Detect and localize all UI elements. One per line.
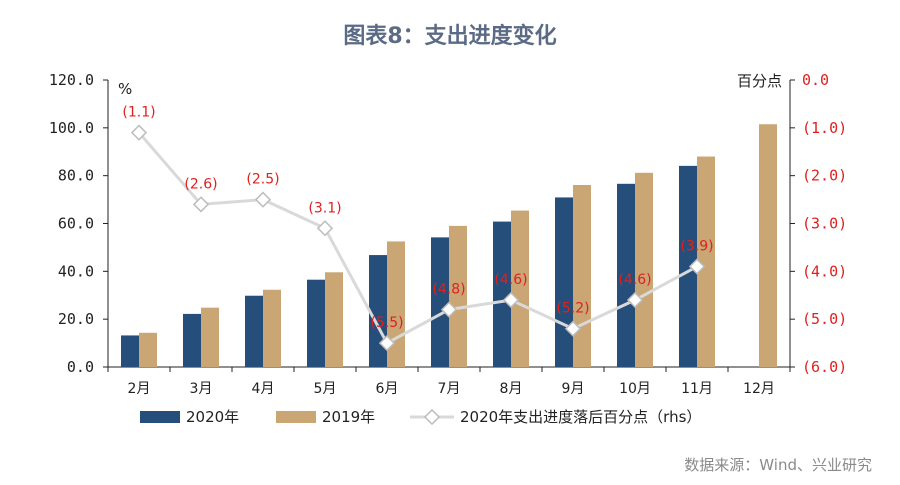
bar-2020年 [431,237,449,367]
bar-2019年 [511,210,529,367]
bar-2020年 [121,335,139,367]
left-tick-label: 40.0 [58,262,94,280]
x-tick-label: 10月 [619,381,651,397]
line-data-label: (3.9) [680,239,713,255]
line-data-label: (1.1) [122,105,155,121]
bar-2020年 [679,165,697,367]
left-tick-label: 60.0 [58,215,94,233]
legend-swatch [140,411,180,423]
bar-2019年 [263,289,281,367]
line-data-label: (2.6) [184,176,217,192]
bar-2019年 [759,124,777,367]
line-point [316,220,334,237]
line-data-label: (5.2) [556,301,589,317]
line-point [626,291,644,309]
line-point [378,334,396,352]
line-data-label: (4.6) [618,272,651,288]
x-tick-label: 2月 [128,381,151,397]
x-tick-label: 3月 [190,381,213,397]
chart-title: 图表8：支出进度变化 [343,24,557,49]
left-tick-label: 100.0 [49,119,94,137]
bar-2020年 [617,183,635,367]
bar-2020年 [245,295,263,367]
data-labels: (1.1) (2.6) (2.5) (3.1) (5.5) (4.8) (4.6) (5.2)… [122,105,713,331]
bar-2020年 [183,313,201,367]
x-tick-label: 9月 [562,381,585,397]
bar-2019年 [201,307,219,367]
bar-2020年 [493,221,511,367]
x-tick-label: 5月 [314,381,337,397]
bar-2019年 [697,156,715,367]
bar-2020年 [307,279,325,367]
line-point [440,301,458,318]
right-axis-unit: 百分点 [737,72,782,90]
legend-label: 2020年 [186,408,239,426]
right-tick-label: (5.0) [802,310,847,328]
x-tick-label: 4月 [252,381,275,397]
left-tick-label: 80.0 [58,167,94,185]
line-point [564,320,582,337]
bar-2019年 [325,272,343,367]
bar-2020年 [369,255,387,367]
right-tick-label: (3.0) [802,215,847,233]
right-tick-label: 0.0 [802,71,829,89]
bars [121,124,777,367]
legend: 2020年 2019年 2020年支出进度落后百分点（rhs） [140,408,701,426]
bar-2019年 [635,172,653,367]
line-data-label: (4.6) [494,272,527,288]
legend-swatch [276,411,316,423]
line-point [192,196,210,213]
left-tick-label: 120.0 [49,71,94,89]
right-tick-label: (6.0) [802,358,847,376]
left-tick-label: 20.0 [58,310,94,328]
bar-2019年 [449,225,467,367]
line-point [254,191,272,208]
line-point [688,258,706,275]
line-data-label: (4.8) [432,282,465,298]
legend-label: 2020年支出进度落后百分点（rhs） [460,408,701,426]
line-point [502,291,520,309]
x-tick-label: 6月 [376,381,399,397]
line-series [130,124,706,352]
source-note: 数据来源：Wind、兴业研究 [684,456,872,474]
right-tick-label: (4.0) [802,262,847,280]
legend-marker [423,408,441,426]
x-tick-label: 8月 [500,381,523,397]
line-data-label: (3.1) [308,200,341,216]
line-data-label: (5.5) [370,315,403,331]
bar-2019年 [573,184,591,367]
line-path [137,131,698,346]
bar-2020年 [555,197,573,367]
right-tick-label: (2.0) [802,167,847,185]
left-axis-unit: % [118,80,132,98]
bar-2019年 [139,332,157,367]
x-tick-label: 7月 [438,381,461,397]
legend-label: 2019年 [322,408,375,426]
x-tick-label: 11月 [681,381,713,397]
line-point [130,124,148,141]
right-tick-label: (1.0) [802,119,847,137]
line-data-label: (2.5) [246,172,279,188]
left-tick-label: 0.0 [67,358,94,376]
x-tick-label: 12月 [743,381,775,397]
axes: 0.0 20.0 40.0 60.0 80.0 100.0 120.0 0.0 (1.0) (2.… [49,71,847,397]
